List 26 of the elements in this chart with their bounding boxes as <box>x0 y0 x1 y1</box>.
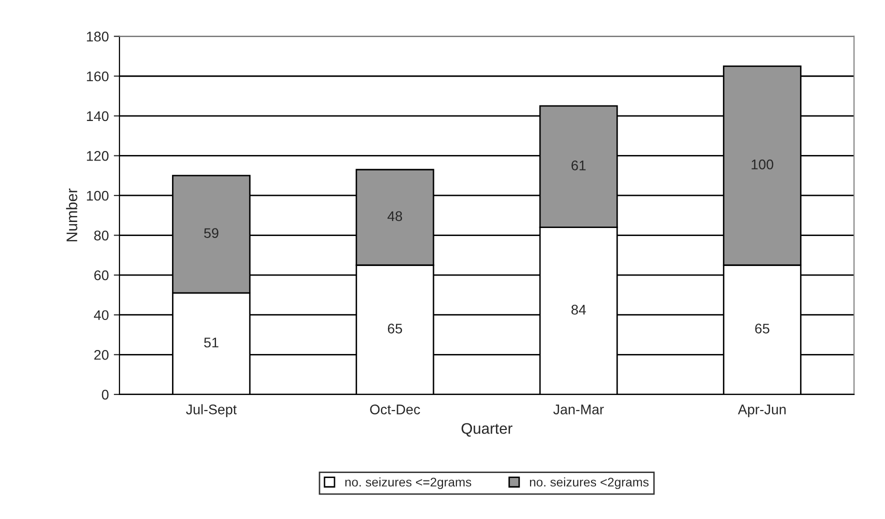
y-tick-label: 40 <box>94 310 109 320</box>
y-axis-title: Number <box>66 188 78 242</box>
y-tick-label: 60 <box>94 270 109 280</box>
data-label: 65 <box>755 324 770 334</box>
y-tick-label: 140 <box>86 111 109 122</box>
y-tick-label: 160 <box>86 71 109 82</box>
x-tick-label: Oct-Dec <box>370 404 420 414</box>
data-label: 48 <box>388 211 402 222</box>
data-label: 51 <box>204 338 218 348</box>
data-label: 65 <box>388 324 402 334</box>
x-tick-label: Jul-Sept <box>186 404 237 418</box>
legend-label: no. seizures <2grams <box>530 477 649 490</box>
data-label: 59 <box>204 228 218 238</box>
y-tick-label: 120 <box>86 151 109 161</box>
y-tick-label: 180 <box>86 32 109 42</box>
x-axis-title: Quarter <box>462 423 512 437</box>
x-tick-label: Jan-Mar <box>553 404 604 414</box>
y-tick-label: 80 <box>94 230 109 240</box>
legend-label: no. seizures <=2grams <box>345 477 472 490</box>
data-label: 100 <box>752 160 774 170</box>
x-tick-label: Apr-Jun <box>738 404 786 418</box>
data-label: 61 <box>572 160 586 170</box>
y-tick-label: 20 <box>94 350 109 360</box>
data-label: 84 <box>571 304 586 315</box>
y-tick-label: 100 <box>86 190 109 201</box>
y-tick-label: 0 <box>102 390 109 400</box>
